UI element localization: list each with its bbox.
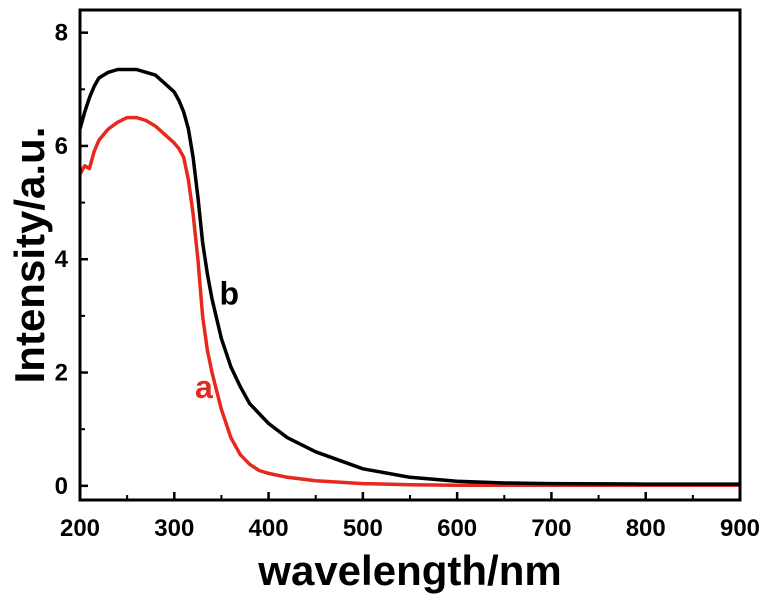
series-label-b: b [220,276,240,312]
x-tick-label: 600 [437,515,477,542]
plot-frame [78,8,742,502]
x-tick-label: 400 [249,515,289,542]
y-tick-label: 4 [55,246,69,273]
axis-ticks: 200 300 400 500 600 700 800 900 0 2 4 6 8 [55,20,760,542]
y-tick-label: 2 [55,360,68,387]
x-tick-label: 800 [626,515,666,542]
y-tick-label: 0 [55,473,68,500]
series-line-b [78,67,740,486]
x-tick-label: 500 [343,515,383,542]
series-label-a: a [195,369,213,405]
plot-area [78,67,740,488]
x-axis-label: wavelength/nm [257,547,561,594]
x-tick-label: 900 [720,515,760,542]
x-tick-label: 300 [154,515,194,542]
series-line-a [78,115,740,488]
y-tick-label: 6 [55,133,68,160]
x-tick-label: 200 [60,515,100,542]
y-axis-label: Intensity/a.u. [6,127,53,384]
y-tick-label: 8 [55,20,68,47]
x-tick-label: 700 [531,515,571,542]
